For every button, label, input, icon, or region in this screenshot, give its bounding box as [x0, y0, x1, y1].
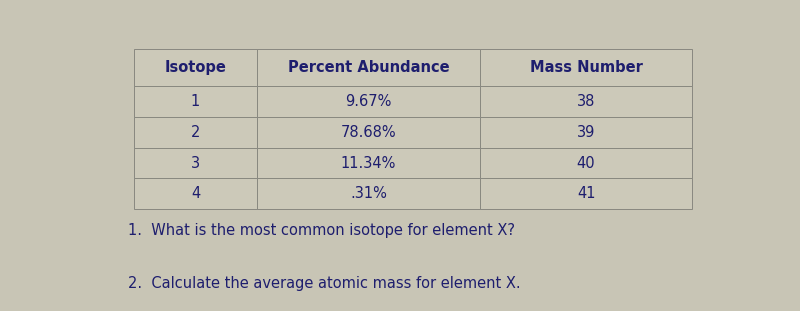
Text: .31%: .31% [350, 186, 387, 201]
Text: Percent Abundance: Percent Abundance [288, 60, 450, 75]
Text: Isotope: Isotope [165, 60, 226, 75]
Text: 9.67%: 9.67% [346, 94, 392, 109]
Text: 4: 4 [191, 186, 200, 201]
Bar [480, 179, 692, 209]
Bar [134, 179, 257, 209]
Bar [480, 117, 692, 148]
Bar [257, 117, 480, 148]
Bar [480, 49, 692, 86]
Text: 78.68%: 78.68% [341, 125, 396, 140]
Bar [480, 86, 692, 117]
Text: 1.  What is the most common isotope for element X?: 1. What is the most common isotope for e… [128, 223, 515, 239]
Text: Mass Number: Mass Number [530, 60, 642, 75]
Bar [257, 179, 480, 209]
Bar [134, 49, 257, 86]
Text: 2: 2 [190, 125, 200, 140]
Text: 38: 38 [577, 94, 595, 109]
Text: 41: 41 [577, 186, 595, 201]
Text: 1: 1 [191, 94, 200, 109]
Bar [134, 117, 257, 148]
Text: 3: 3 [191, 156, 200, 170]
Bar [134, 148, 257, 179]
Text: 39: 39 [577, 125, 595, 140]
Text: 2.  Calculate the average atomic mass for element X.: 2. Calculate the average atomic mass for… [128, 276, 521, 291]
Bar [257, 148, 480, 179]
Text: 40: 40 [577, 156, 595, 170]
Text: 11.34%: 11.34% [341, 156, 396, 170]
Bar [257, 49, 480, 86]
Bar [257, 86, 480, 117]
Bar [480, 148, 692, 179]
Bar [134, 86, 257, 117]
